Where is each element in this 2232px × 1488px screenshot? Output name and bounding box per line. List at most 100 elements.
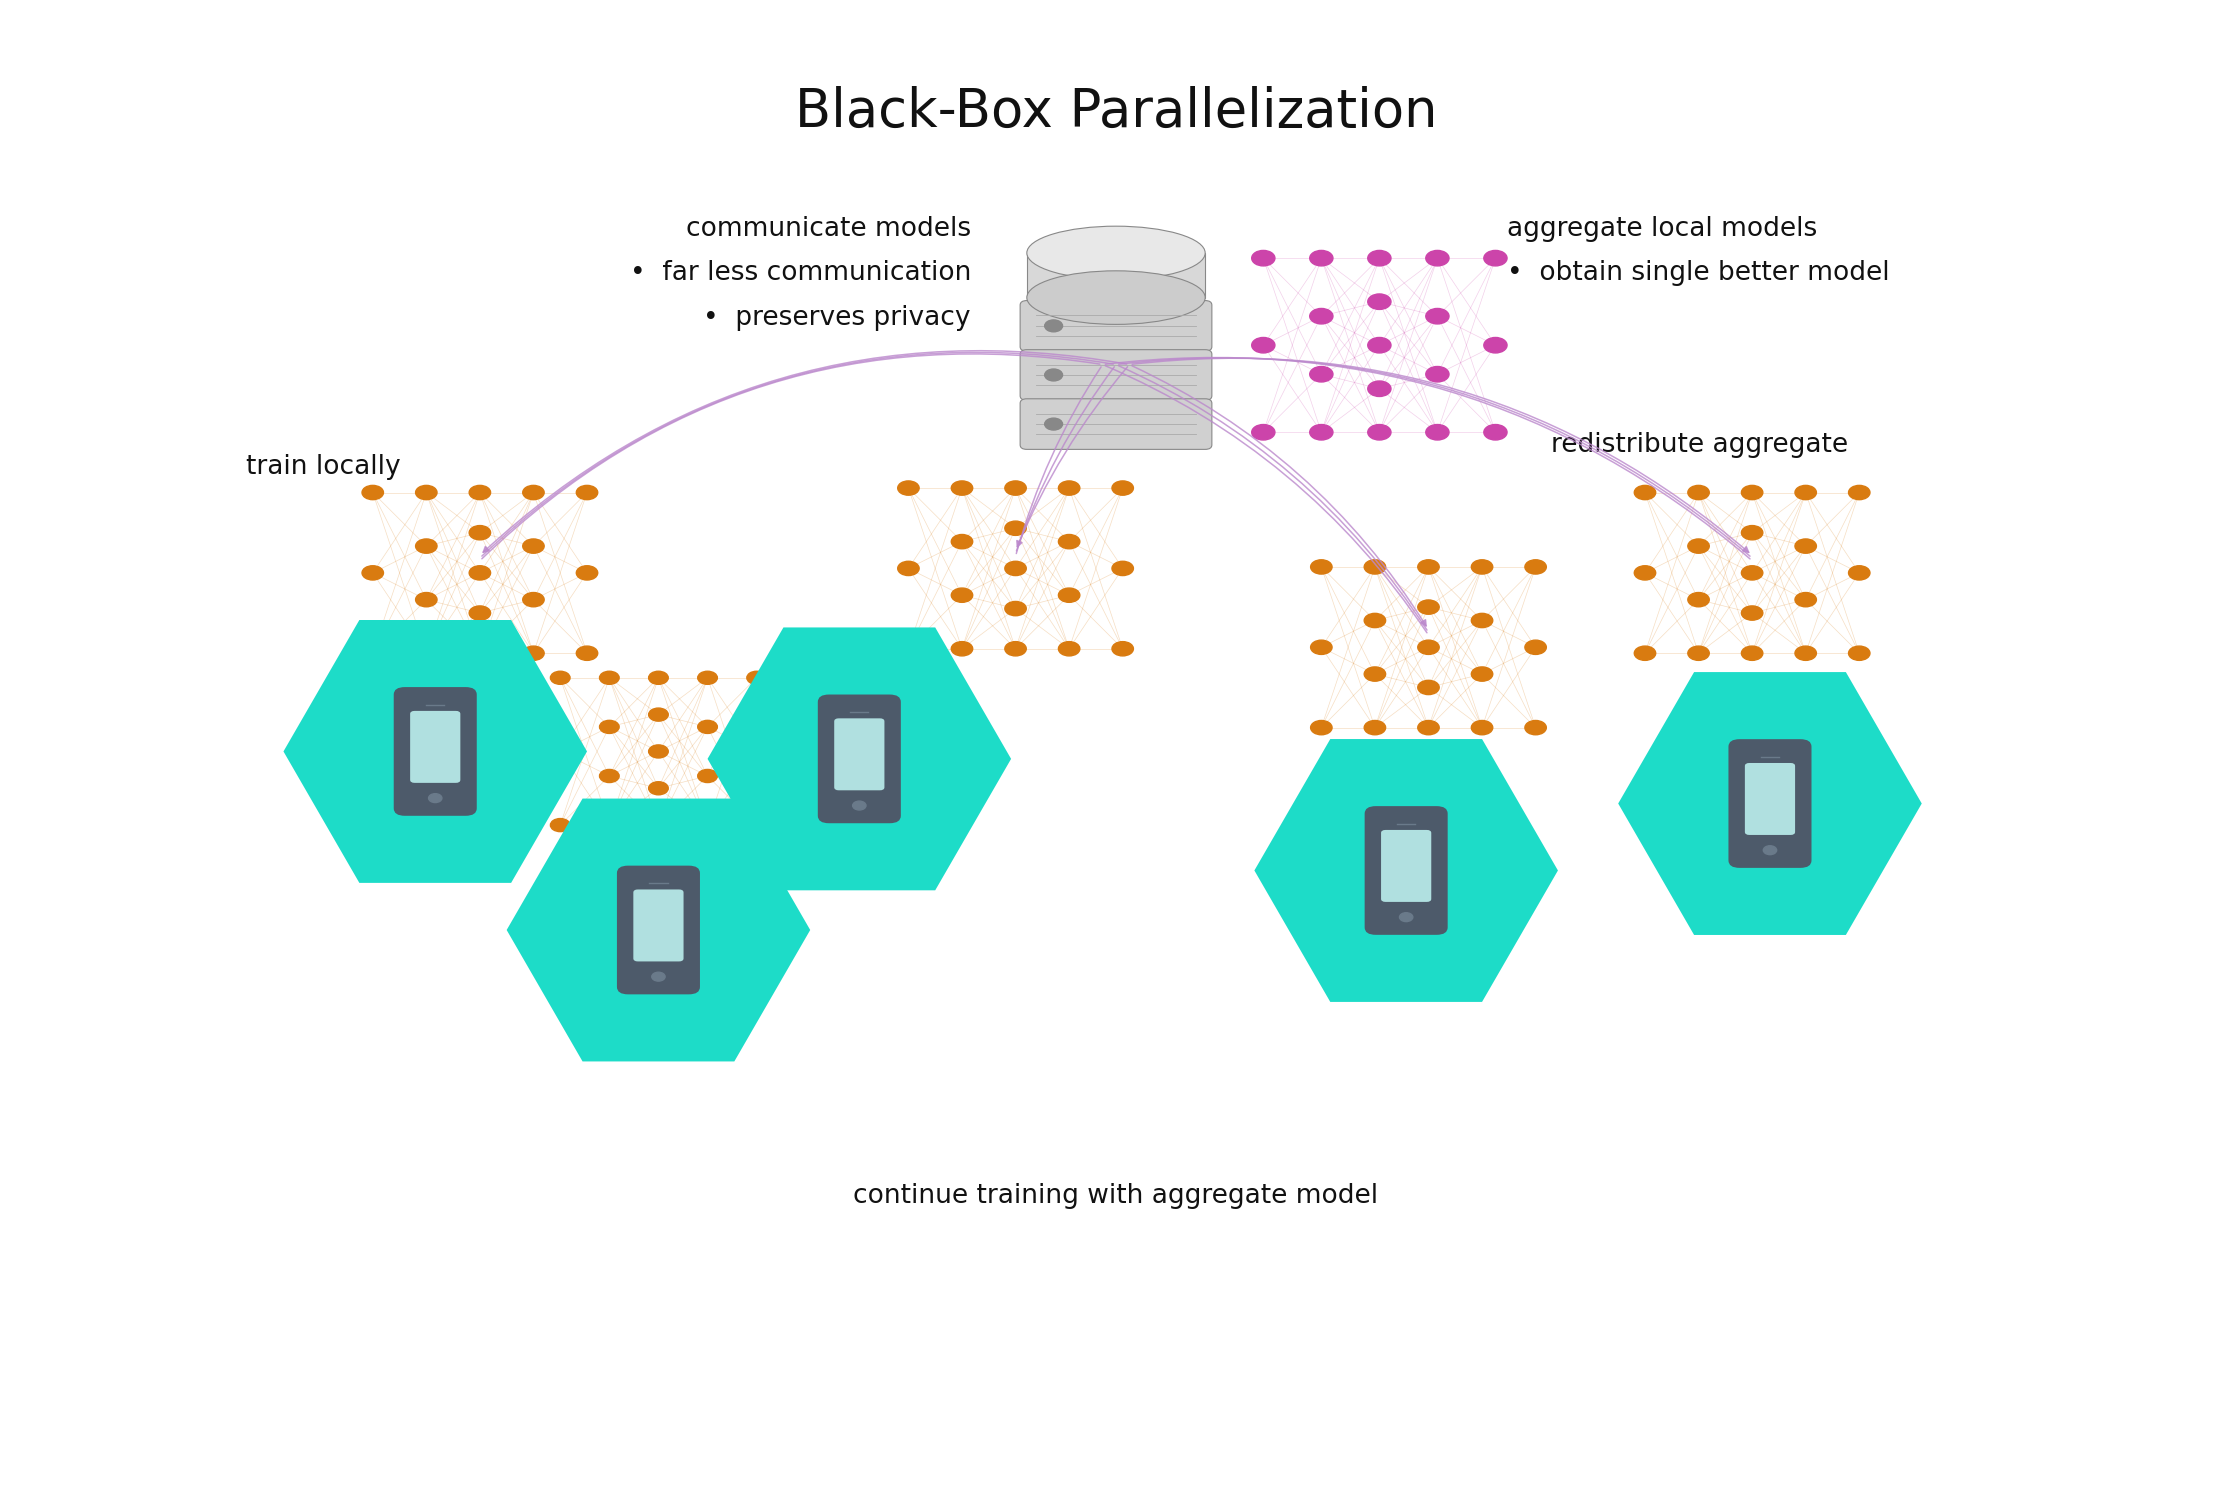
Circle shape [522, 592, 545, 607]
Circle shape [1252, 250, 1274, 266]
Circle shape [1417, 720, 1440, 735]
Circle shape [362, 485, 384, 500]
Circle shape [1310, 640, 1333, 655]
Circle shape [1310, 308, 1333, 324]
Circle shape [650, 671, 667, 684]
Circle shape [1741, 525, 1763, 540]
Circle shape [1399, 912, 1413, 921]
Circle shape [748, 671, 766, 684]
Circle shape [1004, 641, 1027, 656]
Circle shape [1848, 646, 1870, 661]
Circle shape [1741, 646, 1763, 661]
Polygon shape [283, 620, 587, 882]
Circle shape [1524, 559, 1547, 574]
Circle shape [650, 818, 667, 832]
Circle shape [1417, 559, 1440, 574]
Circle shape [1004, 561, 1027, 576]
Circle shape [362, 565, 384, 580]
Polygon shape [708, 628, 1011, 890]
Circle shape [1634, 646, 1656, 661]
FancyArrowPatch shape [1105, 366, 1426, 632]
Circle shape [1112, 481, 1134, 496]
FancyBboxPatch shape [634, 890, 683, 961]
Polygon shape [1254, 740, 1558, 1001]
Circle shape [469, 606, 491, 620]
Circle shape [1368, 424, 1391, 440]
Circle shape [897, 561, 920, 576]
FancyBboxPatch shape [411, 711, 460, 783]
Circle shape [1112, 561, 1134, 576]
Polygon shape [1027, 253, 1205, 298]
Text: continue training with aggregate model: continue training with aggregate model [853, 1183, 1379, 1208]
Circle shape [1687, 485, 1710, 500]
Circle shape [1364, 667, 1386, 682]
Circle shape [1045, 320, 1062, 332]
Text: •  far less communication: • far less communication [629, 260, 971, 286]
FancyArrowPatch shape [482, 351, 1127, 552]
Circle shape [1310, 424, 1333, 440]
Circle shape [699, 818, 716, 832]
Circle shape [415, 592, 437, 607]
Circle shape [951, 641, 973, 656]
FancyBboxPatch shape [616, 866, 701, 994]
Circle shape [1045, 418, 1062, 430]
Circle shape [362, 646, 384, 661]
Circle shape [1634, 565, 1656, 580]
Circle shape [1471, 667, 1493, 682]
Circle shape [897, 481, 920, 496]
FancyBboxPatch shape [817, 695, 902, 823]
Circle shape [1058, 588, 1080, 603]
Text: communicate models: communicate models [685, 216, 971, 241]
Circle shape [1045, 369, 1062, 381]
Circle shape [650, 708, 667, 722]
Circle shape [600, 671, 618, 684]
Circle shape [1484, 250, 1507, 266]
Circle shape [897, 641, 920, 656]
Circle shape [1252, 424, 1274, 440]
Circle shape [1058, 481, 1080, 496]
Circle shape [1426, 308, 1449, 324]
Circle shape [415, 485, 437, 500]
FancyBboxPatch shape [1382, 830, 1431, 902]
Circle shape [522, 485, 545, 500]
Circle shape [1368, 381, 1391, 396]
Circle shape [1252, 338, 1274, 353]
Circle shape [576, 485, 598, 500]
FancyArrowPatch shape [1105, 357, 1750, 559]
Circle shape [1368, 295, 1391, 310]
FancyBboxPatch shape [1364, 806, 1449, 934]
Circle shape [1687, 592, 1710, 607]
Circle shape [1484, 424, 1507, 440]
Circle shape [1471, 613, 1493, 628]
FancyArrowPatch shape [1118, 359, 1750, 557]
Circle shape [1426, 424, 1449, 440]
Circle shape [748, 818, 766, 832]
Circle shape [1795, 485, 1817, 500]
Circle shape [1368, 250, 1391, 266]
Circle shape [1524, 720, 1547, 735]
FancyBboxPatch shape [1020, 350, 1212, 400]
Circle shape [1058, 641, 1080, 656]
Text: Black-Box Parallelization: Black-Box Parallelization [795, 86, 1437, 137]
Circle shape [1368, 338, 1391, 353]
Circle shape [652, 972, 665, 981]
Circle shape [699, 769, 716, 783]
Circle shape [951, 588, 973, 603]
Circle shape [600, 769, 618, 783]
Ellipse shape [1027, 226, 1205, 280]
Polygon shape [507, 799, 810, 1061]
Circle shape [1741, 485, 1763, 500]
Circle shape [1687, 646, 1710, 661]
FancyArrowPatch shape [1016, 368, 1100, 554]
FancyArrowPatch shape [1018, 366, 1127, 546]
Circle shape [1417, 640, 1440, 655]
FancyArrowPatch shape [1118, 366, 1426, 629]
Ellipse shape [1027, 271, 1205, 324]
Circle shape [600, 720, 618, 734]
Circle shape [576, 646, 598, 661]
Text: aggregate local models: aggregate local models [1507, 216, 1817, 241]
Circle shape [699, 720, 716, 734]
Circle shape [951, 481, 973, 496]
Circle shape [600, 818, 618, 832]
Circle shape [469, 565, 491, 580]
